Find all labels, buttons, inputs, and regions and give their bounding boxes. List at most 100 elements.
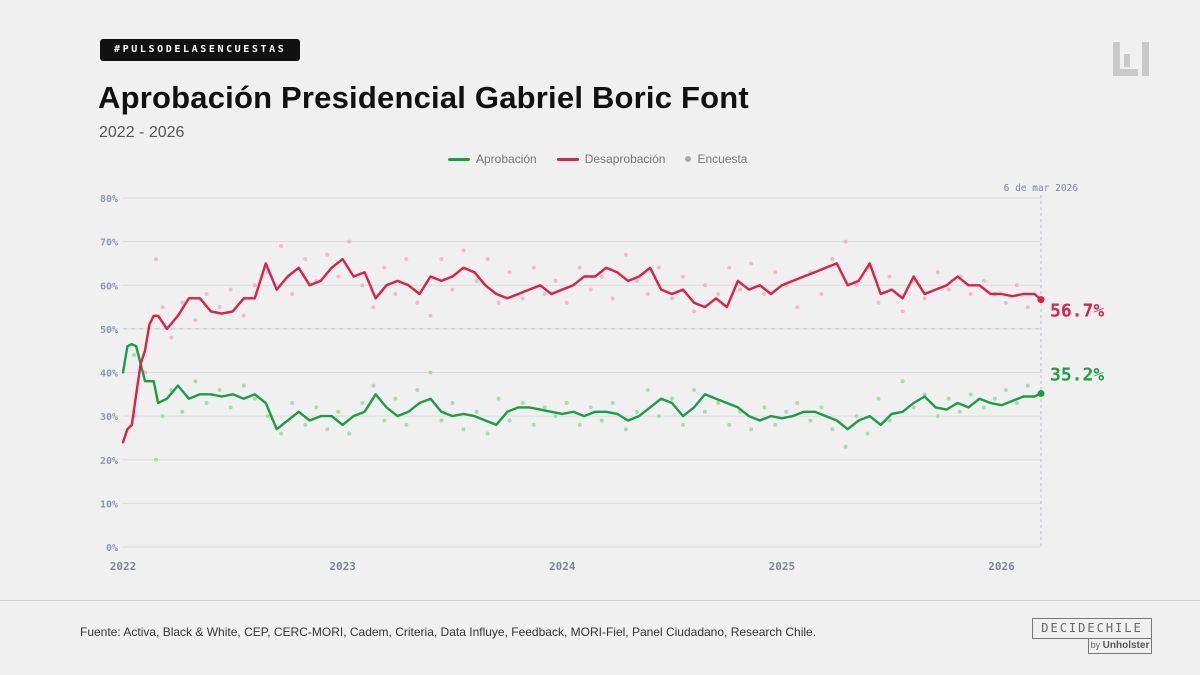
legend-item-approval[interactable]: Aprobación bbox=[448, 152, 537, 166]
brand-byline: by Unholster bbox=[1088, 639, 1152, 654]
x-tick-label: 2024 bbox=[549, 560, 576, 573]
poll-point-approval bbox=[553, 414, 558, 419]
legend-item-disapproval[interactable]: Desaprobación bbox=[556, 152, 666, 166]
poll-point-disapproval bbox=[507, 270, 512, 275]
y-tick-label: 50% bbox=[100, 325, 118, 336]
decidechile-logo[interactable]: DECIDECHILE by Unholster bbox=[1032, 618, 1152, 654]
poll-point-disapproval bbox=[428, 313, 433, 318]
poll-point-approval bbox=[670, 396, 675, 401]
poll-point-approval bbox=[474, 409, 479, 414]
poll-point-disapproval bbox=[1014, 283, 1019, 288]
legend-poll-dot-icon bbox=[685, 156, 692, 162]
poll-point-disapproval bbox=[415, 300, 420, 305]
poll-point-approval bbox=[819, 405, 824, 410]
poll-point-approval bbox=[153, 457, 158, 462]
poll-point-disapproval bbox=[303, 257, 308, 262]
x-tick-label: 2026 bbox=[988, 560, 1015, 573]
poll-point-approval bbox=[968, 392, 973, 397]
poll-point-disapproval bbox=[610, 296, 615, 301]
poll-point-disapproval bbox=[450, 287, 455, 292]
poll-point-approval bbox=[204, 401, 209, 406]
poll-point-disapproval bbox=[749, 261, 754, 266]
poll-point-disapproval bbox=[228, 287, 233, 292]
poll-point-disapproval bbox=[634, 278, 639, 283]
approval-line-chart[interactable]: 0% 10% 20% 30% 40% 50% 60% 70% 80% 2022 2023 2024 20… bbox=[0, 0, 1200, 600]
poll-point-approval bbox=[876, 396, 881, 401]
poll-point-approval bbox=[241, 383, 246, 388]
chart-title: Aprobación Presidencial Gabriel Boric Fo… bbox=[98, 80, 749, 115]
y-tick-label: 30% bbox=[100, 412, 118, 423]
series-line-approval bbox=[121, 342, 1043, 431]
poll-point-approval bbox=[290, 401, 295, 406]
poll-point-disapproval bbox=[843, 239, 848, 244]
poll-point-disapproval bbox=[623, 252, 628, 257]
poll-point-approval bbox=[542, 405, 547, 410]
poll-point-disapproval bbox=[169, 335, 174, 340]
y-tick-label: 60% bbox=[100, 281, 118, 292]
legend-approval-line-icon bbox=[448, 157, 470, 161]
poll-point-disapproval bbox=[347, 239, 352, 244]
poll-point-approval bbox=[610, 401, 615, 406]
poll-point-approval bbox=[314, 405, 319, 410]
poll-point-disapproval bbox=[599, 274, 604, 279]
poll-point-approval bbox=[946, 396, 951, 401]
series-final-label-disapproval: 56.7% bbox=[1050, 301, 1104, 322]
poll-point-disapproval bbox=[279, 243, 284, 248]
poll-point-approval bbox=[887, 418, 892, 423]
poll-point-disapproval bbox=[935, 270, 940, 275]
poll-point-approval bbox=[854, 414, 859, 419]
poll-point-disapproval bbox=[461, 248, 466, 253]
series-final-label-approval: 35.2% bbox=[1050, 364, 1104, 385]
poll-point-approval bbox=[428, 370, 433, 375]
poll-point-approval bbox=[681, 422, 686, 427]
brand-name: DECIDECHILE bbox=[1032, 618, 1152, 639]
poll-point-disapproval bbox=[404, 257, 409, 262]
poll-point-disapproval bbox=[716, 291, 721, 296]
legend-disapproval-label: Desaprobación bbox=[584, 152, 666, 166]
poll-point-disapproval bbox=[290, 291, 295, 296]
poll-point-approval bbox=[303, 422, 308, 427]
poll-point-disapproval bbox=[876, 300, 881, 305]
legend-approval-label: Aprobación bbox=[476, 152, 537, 166]
poll-point-approval bbox=[727, 422, 732, 427]
poll-point-disapproval bbox=[656, 265, 661, 270]
x-tick-label: 2022 bbox=[110, 560, 137, 573]
poll-point-approval bbox=[360, 401, 365, 406]
source-note: Fuente: Activa, Black & White, CEP, CERC… bbox=[80, 625, 817, 639]
poll-point-approval bbox=[415, 387, 420, 392]
poll-point-approval bbox=[692, 387, 697, 392]
poll-point-disapproval bbox=[325, 252, 330, 257]
poll-point-disapproval bbox=[531, 265, 536, 270]
footer-divider bbox=[0, 600, 1200, 601]
poll-point-approval bbox=[773, 422, 778, 427]
brand-company: Unholster bbox=[1102, 640, 1150, 651]
poll-point-disapproval bbox=[738, 287, 743, 292]
poll-point-disapproval bbox=[670, 296, 675, 301]
poll-point-approval bbox=[404, 422, 409, 427]
poll-point-approval bbox=[843, 444, 848, 449]
poll-point-disapproval bbox=[922, 296, 927, 301]
poll-point-disapproval bbox=[968, 291, 973, 296]
poll-point-disapproval bbox=[160, 305, 165, 310]
poll-point-approval bbox=[588, 405, 593, 410]
poll-point-approval bbox=[957, 409, 962, 414]
y-tick-label: 80% bbox=[100, 194, 118, 205]
poll-point-disapproval bbox=[900, 309, 905, 314]
poll-point-disapproval bbox=[542, 291, 547, 296]
poll-point-approval bbox=[599, 418, 604, 423]
y-tick-label: 10% bbox=[100, 499, 118, 510]
poll-point-approval bbox=[564, 401, 569, 406]
poll-point-disapproval bbox=[371, 305, 376, 310]
poll-point-disapproval bbox=[681, 274, 686, 279]
series-end-marker-disapproval bbox=[1037, 296, 1045, 304]
chart-legend: Aprobación Desaprobación Encuesta bbox=[448, 152, 747, 166]
poll-point-approval bbox=[762, 405, 767, 410]
legend-item-poll[interactable]: Encuesta bbox=[685, 152, 747, 166]
poll-point-approval bbox=[131, 353, 136, 358]
poll-point-disapproval bbox=[702, 283, 707, 288]
poll-point-disapproval bbox=[795, 305, 800, 310]
poll-point-disapproval bbox=[153, 257, 158, 262]
series-line-disapproval bbox=[121, 257, 1043, 444]
poll-point-disapproval bbox=[577, 265, 582, 270]
poll-point-disapproval bbox=[854, 283, 859, 288]
